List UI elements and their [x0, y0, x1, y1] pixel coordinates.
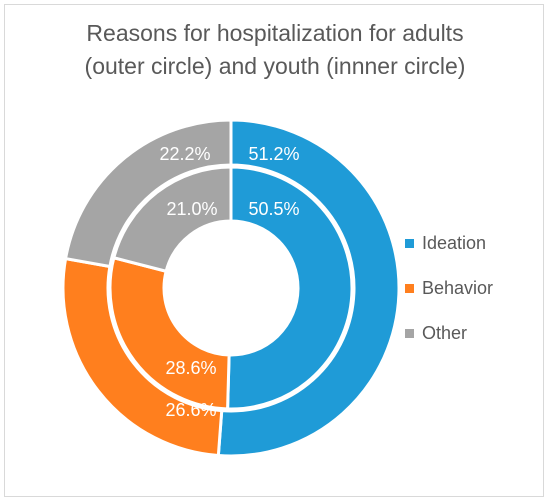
outer-ring-label-other: 22.2%: [159, 144, 210, 164]
chart-title-line-1: Reasons for hospitalization for adults: [86, 20, 464, 46]
inner-ring-slice-ideation: [226, 165, 354, 411]
legend-swatch-behavior: [405, 283, 414, 293]
outer-ring-slice-ideation: [216, 118, 401, 458]
chart-title-line-2: (outer circle) and youth (innner circle): [84, 53, 466, 79]
legend-label-other: Other: [422, 322, 468, 343]
inner-ring-label-other: 21.0%: [166, 199, 217, 219]
inner-ring-slice-behavior: [108, 255, 231, 411]
legend-item-other: Other: [405, 322, 493, 344]
legend-item-behavior: Behavior: [405, 277, 493, 299]
legend-label-ideation: Ideation: [422, 232, 487, 253]
outer-ring-label-behavior: 26.6%: [165, 400, 216, 420]
inner-ring-label-behavior: 28.6%: [165, 358, 216, 378]
legend-swatch-ideation: [405, 238, 414, 248]
inner-ring-slice-other: [112, 165, 233, 274]
legend: Ideation Behavior Other: [405, 232, 493, 367]
outer-ring-label-ideation: 51.2%: [248, 144, 299, 164]
legend-label-behavior: Behavior: [422, 277, 494, 298]
chart-title: Reasons for hospitalization for adults (…: [5, 17, 545, 83]
inner-ring-label-ideation: 50.5%: [248, 199, 299, 219]
outer-ring-slice-other: [63, 118, 233, 269]
legend-item-ideation: Ideation: [405, 232, 493, 254]
legend-swatch-other: [405, 328, 414, 338]
